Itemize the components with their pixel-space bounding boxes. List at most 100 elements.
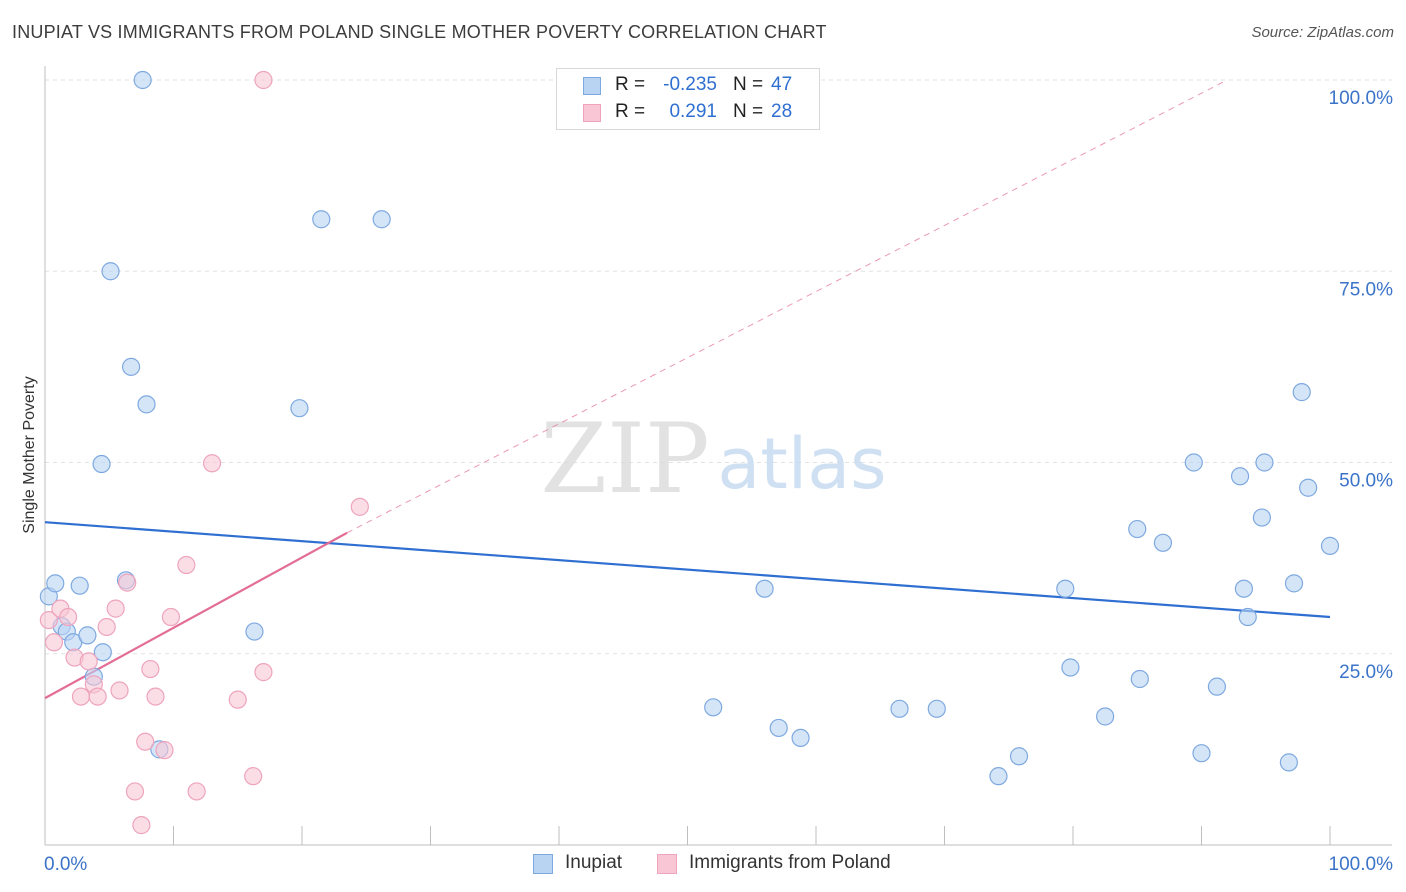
point-poland (187, 782, 206, 801)
point-poland (71, 687, 91, 706)
point-inupiat (1192, 744, 1211, 763)
point-inupiat (121, 357, 141, 376)
point-poland (228, 690, 247, 709)
point-inupiat (791, 728, 810, 748)
point-inupiat (101, 262, 120, 281)
point-inupiat (1153, 533, 1173, 552)
legend-swatch-poland (657, 854, 677, 874)
point-inupiat (890, 699, 909, 718)
point-inupiat (1009, 747, 1029, 766)
y-tick-label: 75.0% (1339, 279, 1393, 300)
point-poland (39, 610, 58, 630)
legend-row-poland: R = 0.291 N = 28 (557, 101, 819, 127)
watermark-zip: ZIP (540, 403, 709, 515)
point-poland (125, 782, 145, 801)
point-inupiat (1284, 574, 1304, 593)
point-poland (146, 687, 165, 706)
point-poland (244, 767, 263, 786)
point-inupiat (1279, 753, 1298, 772)
y-tick-label: 50.0% (1339, 471, 1393, 492)
point-inupiat (1130, 669, 1149, 689)
point-poland (254, 70, 273, 90)
point-inupiat (769, 718, 788, 738)
data-points (39, 70, 1340, 835)
legend-swatch-inupiat (583, 77, 601, 95)
point-inupiat (70, 576, 89, 595)
watermark: ZIP atlas (540, 403, 886, 515)
r-label: R = (615, 101, 646, 122)
point-inupiat (1207, 677, 1227, 696)
point-poland (141, 659, 160, 679)
watermark-atlas: atlas (717, 423, 886, 505)
n-label: N = (733, 74, 764, 95)
correlation-legend: R = -0.235 N = 47 R = 0.291 N = 28 (556, 68, 820, 130)
point-inupiat (1184, 453, 1203, 472)
r-value: 0.291 (669, 101, 717, 122)
tick-labels: 100.0% 75.0% 50.0% 25.0% 0.0% 100.0% (44, 88, 1393, 875)
axes (44, 66, 1392, 846)
point-poland (155, 741, 174, 760)
point-inupiat (1230, 467, 1250, 486)
point-inupiat (927, 699, 946, 718)
point-inupiat (372, 210, 391, 229)
trend-lines (44, 79, 1331, 700)
point-poland (44, 633, 64, 652)
point-inupiat (1234, 579, 1254, 598)
point-poland (254, 663, 273, 682)
series-legend: Inupiat Immigrants from Poland (0, 852, 1406, 878)
point-poland (177, 555, 196, 575)
grid-lines (45, 79, 1392, 655)
point-poland (132, 816, 151, 835)
trend-line-inupiat (44, 521, 1331, 619)
point-inupiat (92, 454, 111, 474)
r-label: R = (615, 74, 646, 95)
point-poland (161, 607, 181, 627)
legend-swatch-poland (583, 104, 601, 122)
y-tick-label: 100.0% (1329, 88, 1394, 109)
point-inupiat (1238, 607, 1257, 627)
point-inupiat (133, 70, 152, 90)
x-tick-label-start: 0.0% (44, 854, 87, 875)
r-value: -0.235 (663, 74, 717, 95)
point-poland (59, 607, 78, 627)
point-inupiat (312, 210, 331, 229)
point-poland (118, 573, 137, 592)
point-inupiat (1255, 453, 1274, 472)
point-inupiat (989, 767, 1008, 786)
point-poland (110, 681, 129, 700)
point-inupiat (290, 399, 309, 418)
point-inupiat (245, 622, 264, 641)
point-poland (136, 732, 155, 751)
legend-swatch-inupiat (533, 854, 553, 874)
x-tick-label-end: 100.0% (1329, 854, 1394, 875)
point-inupiat (1320, 536, 1340, 555)
legend-row-inupiat: R = -0.235 N = 47 (557, 74, 819, 100)
chart-title: INUPIAT VS IMMIGRANTS FROM POLAND SINGLE… (12, 22, 827, 42)
point-poland (88, 687, 107, 706)
point-inupiat (78, 626, 97, 645)
point-poland (97, 617, 116, 637)
legend-label-inupiat: Inupiat (565, 852, 623, 873)
point-inupiat (46, 574, 65, 593)
point-inupiat (755, 579, 774, 598)
point-poland (79, 652, 98, 671)
y-tick-label: 25.0% (1339, 662, 1393, 683)
point-poland (106, 599, 125, 618)
point-poland (350, 497, 369, 516)
point-inupiat (1056, 579, 1075, 598)
point-inupiat (704, 698, 723, 717)
n-value: 28 (771, 101, 793, 122)
point-inupiat (1128, 519, 1147, 539)
point-inupiat (1292, 383, 1311, 402)
point-inupiat (1096, 707, 1115, 726)
source-credit: Source: ZipAtlas.com (1251, 24, 1394, 41)
point-poland (202, 454, 222, 473)
point-inupiat (137, 395, 156, 414)
legend-label-poland: Immigrants from Poland (689, 852, 891, 873)
point-inupiat (1061, 658, 1080, 677)
n-value: 47 (771, 74, 793, 95)
n-label: N = (733, 101, 764, 122)
point-inupiat (1299, 478, 1318, 497)
point-inupiat (93, 643, 112, 662)
